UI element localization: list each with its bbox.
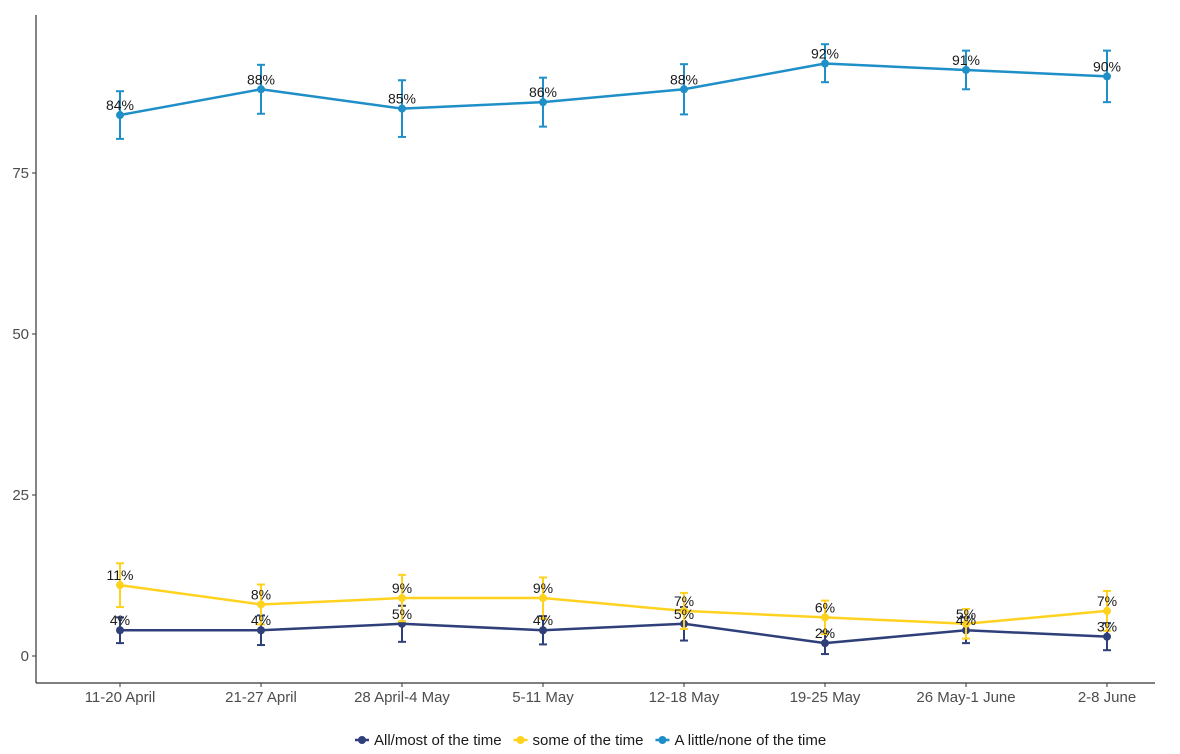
data-point [116,581,124,590]
data-point [680,85,688,94]
x-tick-label: 11-20 April [85,689,156,706]
series-line [120,622,1108,645]
data-point [257,85,265,94]
data-point [539,98,547,107]
data-point [821,59,829,68]
data-point [398,594,406,603]
data-point [1103,606,1111,615]
x-tick-label: 26 May-1 June [916,689,1015,706]
legend-item: some of the time [513,732,644,749]
legend-label: some of the time [533,732,644,749]
data-label: 9% [533,580,553,596]
data-point [257,600,265,609]
data-label: 92% [811,46,839,62]
legend-marker [516,736,525,744]
y-tick-label: 25 [12,487,29,504]
x-tick-label: 21-27 April [225,689,297,706]
axes: 0 25 50 75 11-20 April 21-27 April 28 April-4 … [12,15,1155,706]
x-tick-label: 12-18 May [649,689,720,706]
data-label: 3% [1097,619,1117,635]
legend-label: All/most of the time [374,732,502,749]
x-tick-label: 28 April-4 May [354,689,450,706]
data-label: 91% [952,52,980,68]
data-label: 5% [674,606,694,622]
data-point [821,639,829,648]
data-point [116,111,124,120]
data-label: 85% [388,91,416,107]
data-label: 86% [529,84,557,100]
data-point [962,65,970,74]
series-layer [116,43,1111,656]
data-label: 88% [670,71,698,87]
data-label: 88% [247,71,275,87]
y-tick-label: 75 [12,165,29,182]
data-point [1103,72,1111,81]
data-label: 7% [674,593,694,609]
data-point [398,104,406,113]
y-tick-label: 0 [21,648,29,665]
data-point [257,626,265,635]
data-label: 5% [956,606,976,622]
series [116,562,1111,640]
data-label: 2% [815,625,835,641]
data-point [821,613,829,622]
data-point [116,626,124,635]
data-label: 4% [533,612,553,628]
data-label: 7% [1097,593,1117,609]
legend-item: A little/none of the time [655,732,826,749]
data-point [539,626,547,635]
y-tick-label: 50 [12,326,29,343]
data-label: 4% [110,612,130,628]
series [116,43,1111,140]
x-tick-label: 2-8 June [1078,689,1136,706]
data-label: 90% [1093,58,1121,74]
series-line [119,583,1108,626]
legend: All/most of the time some of the time A li… [355,732,826,749]
data-label: 4% [251,612,271,628]
data-label: 6% [815,599,835,615]
data-label: 84% [106,97,134,113]
data-point [1103,632,1111,641]
data-label: 5% [392,606,412,622]
data-point [680,606,688,615]
data-labels: 4% 4% 5% 4% 5%2%4% 3%11%8% 9% 9%7% 6% 5%7%84%88%8… [106,46,1121,642]
data-label: 9% [392,580,412,596]
legend-marker [658,736,667,744]
data-label: 4% [956,612,976,628]
legend-marker [358,736,366,744]
data-label: 8% [251,586,271,602]
x-tick-label: 5-11 May [512,689,574,706]
series-line [119,62,1108,117]
x-tick-label: 19-25 May [790,689,861,706]
data-label: 11% [107,567,134,583]
legend-label: A little/none of the time [674,732,826,749]
data-point [539,594,547,603]
legend-item: All/most of the time [355,732,502,749]
data-point [962,619,970,628]
